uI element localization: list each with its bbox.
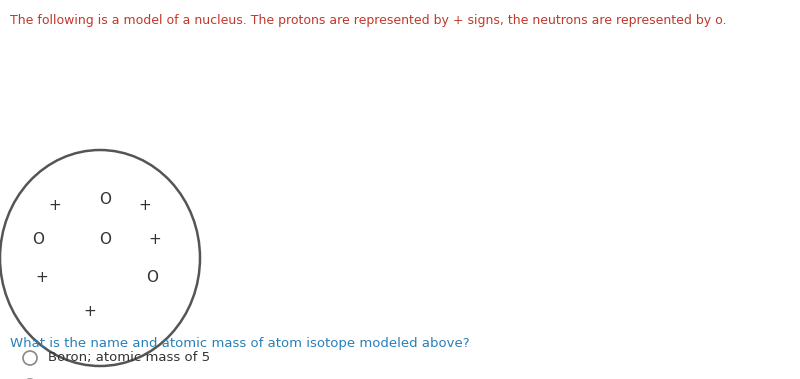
- Text: O: O: [99, 193, 111, 207]
- Text: O: O: [32, 232, 44, 247]
- Text: The following is a model of a nucleus. The protons are represented by + signs, t: The following is a model of a nucleus. T…: [10, 14, 726, 27]
- Text: +: +: [149, 232, 162, 247]
- Text: O: O: [146, 271, 158, 285]
- Text: +: +: [138, 197, 151, 213]
- Text: +: +: [49, 197, 62, 213]
- Text: O: O: [99, 232, 111, 247]
- Text: +: +: [36, 271, 48, 285]
- Text: Boron; atomic mass of 5: Boron; atomic mass of 5: [48, 351, 210, 365]
- Text: +: +: [84, 304, 96, 319]
- Text: What is the name and atomic mass of atom isotope modeled above?: What is the name and atomic mass of atom…: [10, 337, 470, 350]
